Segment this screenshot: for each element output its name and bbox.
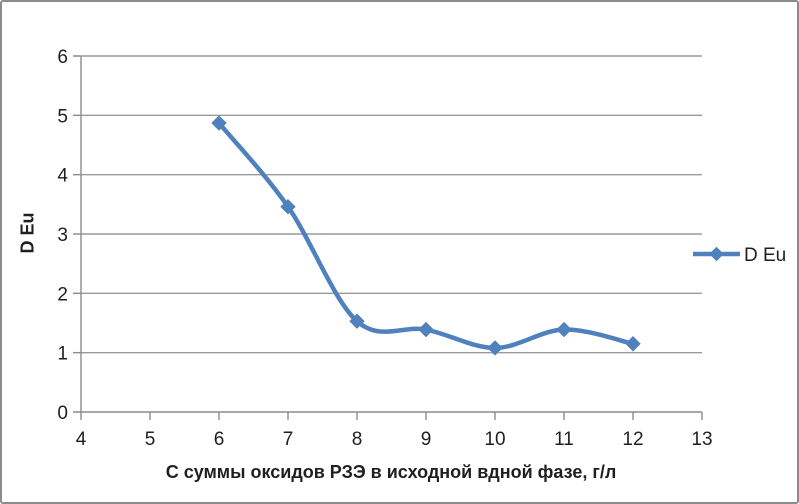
data-point-marker (211, 115, 227, 131)
y-tick-label: 2 (57, 284, 68, 305)
x-tick-label: 11 (554, 429, 574, 450)
data-point-marker (418, 321, 434, 338)
y-tick-label: 0 (57, 403, 68, 424)
gridlines (73, 55, 703, 420)
x-tick-label: 9 (421, 429, 432, 450)
series-line (216, 120, 636, 351)
x-tick-label: 6 (214, 429, 225, 450)
legend[interactable]: D Eu (693, 245, 786, 266)
x-tick-label: 10 (484, 429, 505, 450)
x-tick-label: 13 (691, 429, 712, 450)
y-tick-label: 5 (57, 106, 68, 127)
x-tick-label: 8 (352, 429, 363, 450)
y-tick-label: 3 (57, 225, 68, 246)
y-tick-label: 1 (57, 344, 68, 365)
legend-series-marker-icon (693, 246, 740, 262)
data-series-line (211, 115, 641, 356)
y-axis-title: D Eu (17, 212, 37, 253)
data-point-marker (349, 313, 365, 329)
x-tick-label: 7 (283, 429, 294, 450)
y-tick-label: 4 (57, 166, 68, 187)
x-axis-title: С суммы оксидов РЗЭ в исходной вдной фаз… (166, 462, 617, 482)
legend-series-label: D Eu (744, 245, 786, 266)
data-point-marker (625, 336, 641, 352)
data-point-marker (487, 340, 503, 356)
y-tick-label: 6 (57, 47, 68, 68)
x-tick-label: 5 (145, 429, 156, 450)
x-tick-label: 4 (76, 429, 87, 450)
x-tick-label: 12 (622, 429, 643, 450)
data-point-marker (556, 321, 572, 338)
data-point-marker (280, 198, 296, 215)
legend-diamond-icon (709, 246, 724, 262)
